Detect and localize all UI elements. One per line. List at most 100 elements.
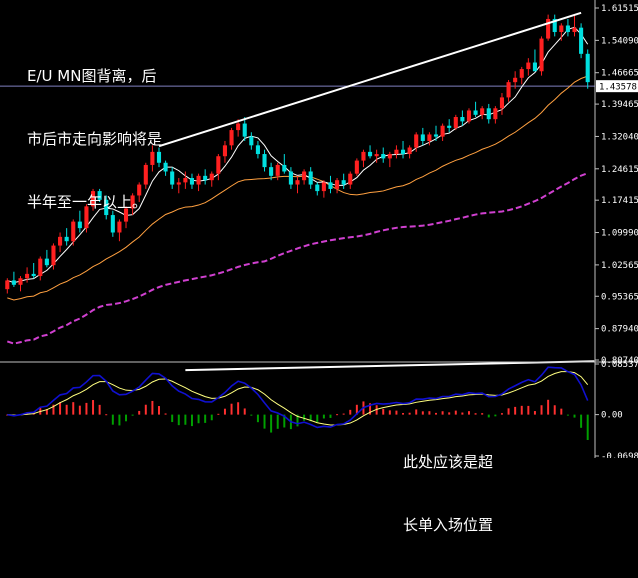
histogram-bar — [72, 402, 75, 415]
candle-body — [51, 245, 56, 266]
histogram-bar — [303, 414, 306, 421]
candle — [308, 167, 313, 189]
candle-body — [460, 117, 465, 122]
candle — [302, 169, 307, 185]
candle — [565, 18, 570, 37]
candle — [387, 151, 392, 168]
histogram-bar — [520, 405, 523, 415]
histogram-bar — [283, 414, 286, 428]
candle — [328, 175, 333, 194]
histogram-bar — [158, 406, 160, 415]
histogram-bar — [494, 414, 497, 417]
histogram-bar — [580, 414, 583, 428]
candle-body — [189, 178, 195, 185]
histogram-bar — [454, 410, 457, 415]
candle — [348, 171, 353, 189]
current-price-box — [596, 80, 638, 93]
candle — [473, 101, 478, 118]
candle — [150, 145, 155, 172]
candle — [381, 147, 386, 163]
price-tick-label: 0.80740 — [601, 356, 638, 366]
chart-canvas[interactable]: 1.61515 1.54090 1.46665 1.39465 1.32040 1.246… — [0, 0, 638, 462]
candle-body — [447, 125, 452, 128]
candle — [5, 278, 10, 294]
histogram-bar — [243, 408, 246, 415]
candle — [315, 182, 320, 196]
annotation-line: 半年至一年以上。 — [27, 193, 148, 211]
histogram-bar — [197, 414, 200, 424]
candle-body — [565, 25, 570, 33]
price-tick-label: 1.46665 — [601, 69, 638, 79]
histogram-bar — [461, 412, 464, 415]
histogram-bar — [98, 404, 101, 415]
candle — [288, 167, 293, 189]
annotation-line: 此处应该是超 — [403, 453, 494, 471]
candle-body — [58, 236, 63, 246]
candle — [532, 49, 537, 72]
candle — [354, 158, 359, 176]
candle — [25, 267, 30, 283]
histogram-bar — [566, 414, 569, 416]
candle — [255, 140, 260, 159]
histogram-bar — [270, 414, 273, 433]
price-tick-label: 1.02565 — [601, 261, 638, 271]
annotation-line: 长单入场位置 — [403, 516, 494, 534]
price-tick-label: 1.39465 — [601, 100, 638, 110]
candle — [117, 219, 122, 242]
candle-body — [203, 175, 208, 181]
candle-body — [374, 154, 379, 157]
candle-body — [5, 280, 10, 290]
candle-body — [84, 206, 89, 229]
histogram-bar — [125, 414, 128, 422]
candle — [341, 173, 346, 189]
price-panel — [0, 11, 595, 345]
candle — [321, 180, 326, 198]
candle — [58, 232, 63, 253]
candle-body — [394, 149, 399, 155]
histogram-bar — [322, 414, 325, 419]
candle — [572, 14, 577, 37]
candle — [51, 243, 56, 270]
candle-body — [183, 178, 188, 183]
histogram-bar — [85, 402, 88, 415]
histogram-bar — [421, 411, 424, 415]
histogram-bar — [177, 414, 180, 426]
indicator-tick-label: 0.00 — [601, 411, 623, 421]
candle — [137, 182, 142, 202]
candle-body — [526, 62, 531, 70]
histogram-bar — [547, 399, 550, 415]
forex-chart-window: 1.61515 1.54090 1.46665 1.39465 1.32040 1.246… — [0, 0, 638, 534]
candle — [368, 145, 373, 159]
candle-body — [440, 125, 445, 137]
candle-body — [420, 134, 425, 141]
price-tick-label: 0.87940 — [601, 325, 638, 335]
histogram-bar — [382, 408, 385, 415]
candle — [499, 93, 505, 115]
candle-body — [546, 18, 551, 39]
candle-body — [275, 164, 280, 176]
candle-body — [493, 108, 498, 120]
candle — [275, 162, 280, 181]
candle-body — [77, 221, 82, 229]
histogram-bar — [500, 413, 503, 415]
candle-body — [513, 77, 518, 83]
price-tick-label: 1.54090 — [601, 36, 638, 46]
candle-body — [269, 167, 274, 176]
candle — [552, 14, 557, 37]
candle-body — [209, 173, 214, 181]
histogram-bar — [171, 414, 174, 423]
annotation-top-left: E/U MN图背离，后 市后市走向影响将是 半年至一年以上。 — [27, 24, 162, 255]
price-tick-label: 0.95365 — [601, 292, 638, 302]
candle — [400, 140, 406, 159]
histogram-bar — [553, 405, 556, 415]
candle-body — [222, 145, 227, 157]
candle-body — [486, 108, 491, 120]
candle — [414, 132, 419, 152]
histogram-bar — [92, 400, 95, 415]
histogram-bar — [78, 405, 81, 415]
candle-body — [249, 136, 254, 146]
histogram-bar — [138, 410, 141, 415]
histogram-bar — [560, 408, 563, 415]
annotation-line: E/U MN图背离，后 — [27, 67, 157, 85]
price-tick-label: 1.24615 — [601, 165, 638, 175]
